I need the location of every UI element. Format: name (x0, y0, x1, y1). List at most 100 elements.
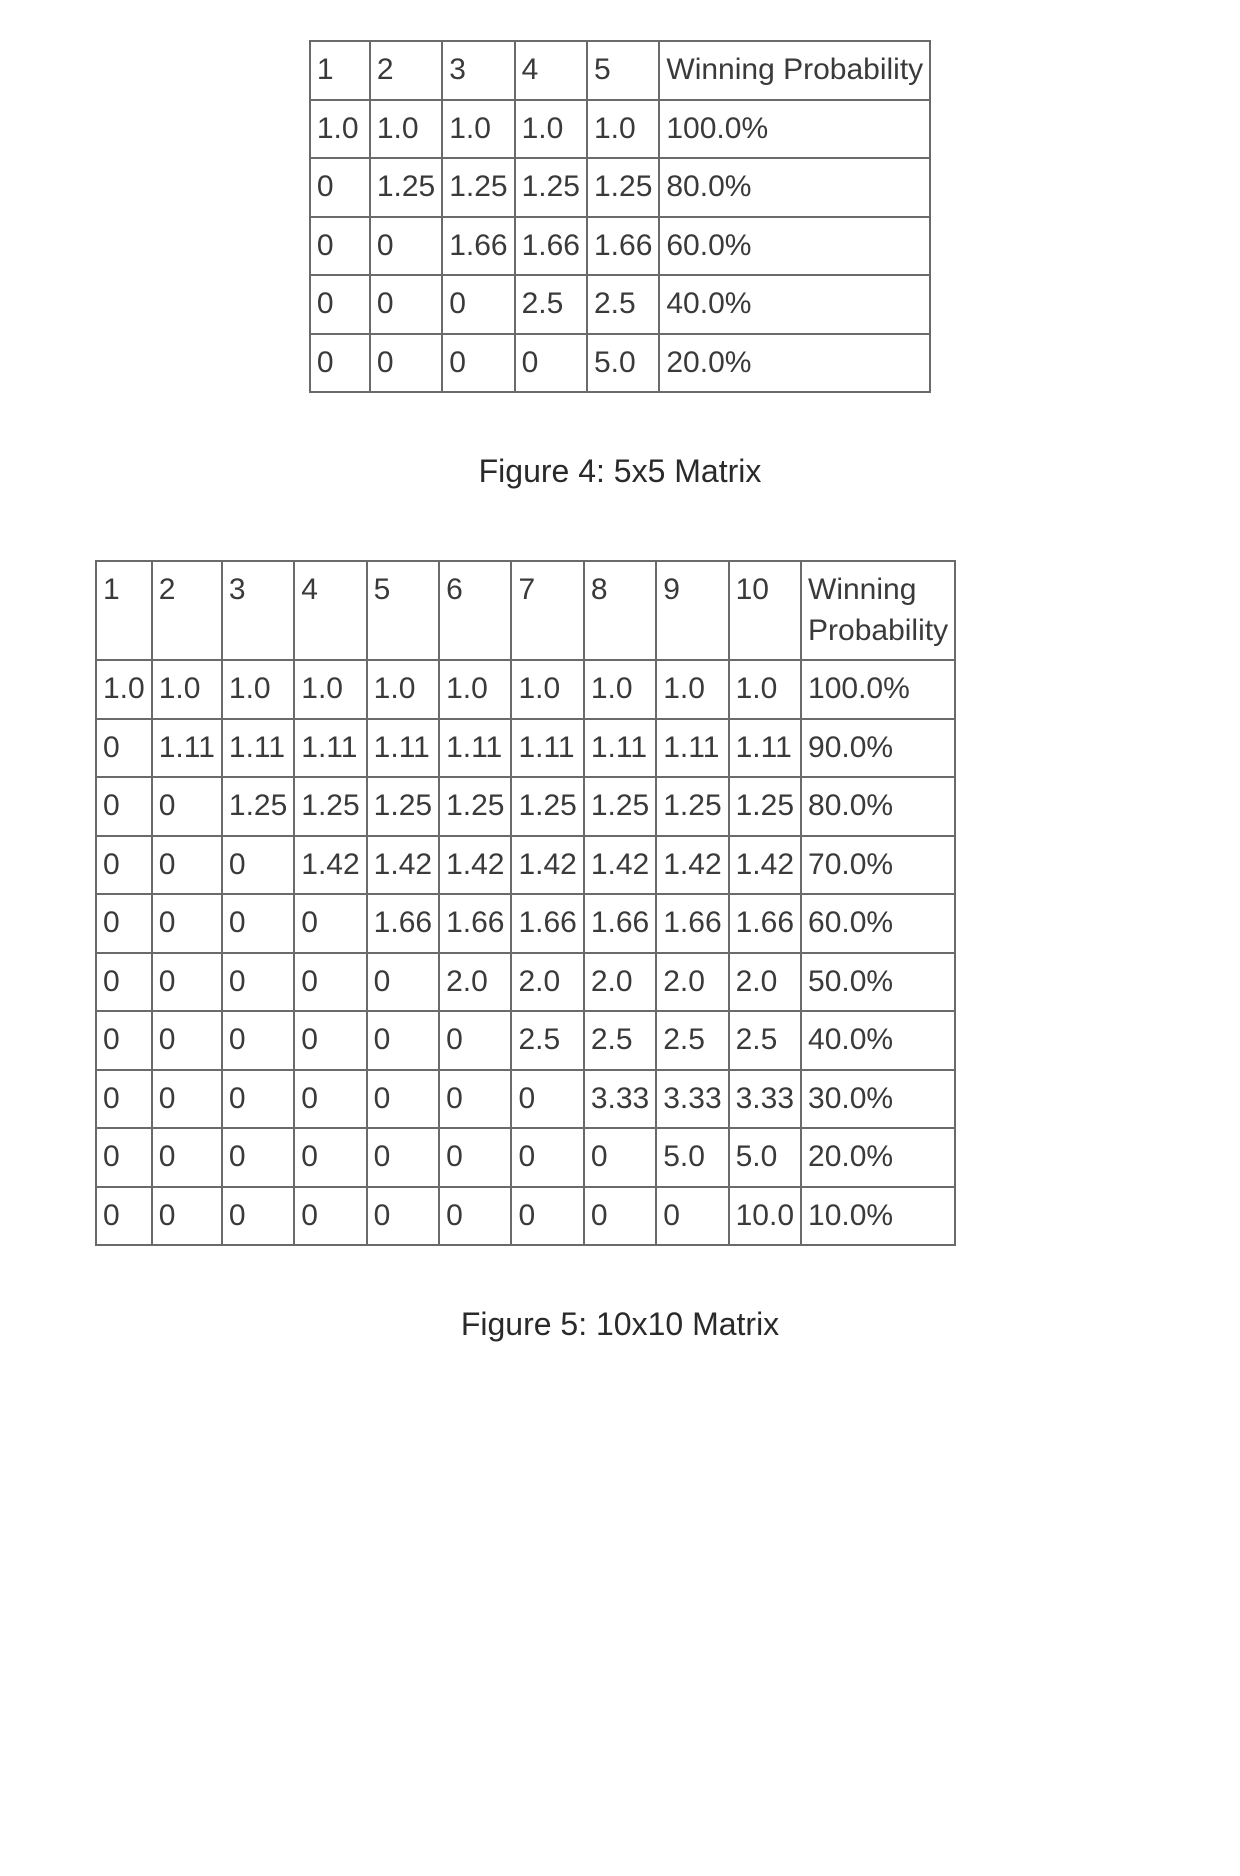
cell: 2.5 (584, 1011, 656, 1070)
cell: 2.5 (587, 275, 659, 334)
cell: 0 (222, 1011, 294, 1070)
cell: 1.42 (439, 836, 511, 895)
figure5-table: 1 2 3 4 5 6 7 8 9 10 WinningProbability … (95, 560, 956, 1246)
cell: 0 (222, 1070, 294, 1129)
col-header: 5 (587, 41, 659, 100)
col-header: 5 (367, 561, 439, 660)
cell: 1.0 (656, 660, 728, 719)
table-row: 0 0 0 1.42 1.42 1.42 1.42 1.42 1.42 1.42… (96, 836, 955, 895)
cell: 1.0 (515, 100, 587, 159)
cell: 1.11 (656, 719, 728, 778)
cell: 0 (152, 1128, 222, 1187)
cell: 2.0 (511, 953, 583, 1012)
cell: 1.25 (729, 777, 801, 836)
cell: 0 (439, 1011, 511, 1070)
cell: 0 (367, 1187, 439, 1246)
cell: 70.0% (801, 836, 955, 895)
col-header: 9 (656, 561, 728, 660)
col-header: 1 (96, 561, 152, 660)
cell: 1.66 (515, 217, 587, 276)
cell: 0 (96, 777, 152, 836)
table-row: 0 1.25 1.25 1.25 1.25 80.0% (310, 158, 930, 217)
cell: 1.0 (442, 100, 514, 159)
cell: 1.0 (511, 660, 583, 719)
cell: 10.0 (729, 1187, 801, 1246)
cell: 3.33 (656, 1070, 728, 1129)
table-row: 0 0 0 0 0 2.0 2.0 2.0 2.0 2.0 50.0% (96, 953, 955, 1012)
cell: 3.33 (729, 1070, 801, 1129)
figure4-table: 1 2 3 4 5 Winning Probability 1.0 1.0 1.… (309, 40, 931, 393)
cell: 0 (152, 1011, 222, 1070)
cell: 0 (222, 1187, 294, 1246)
figure5-caption: Figure 5: 10x10 Matrix (40, 1306, 1200, 1343)
cell: 0 (367, 1128, 439, 1187)
cell: 1.25 (294, 777, 366, 836)
cell: 0 (442, 275, 514, 334)
col-header: 2 (152, 561, 222, 660)
cell: 0 (584, 1187, 656, 1246)
cell: 0 (584, 1128, 656, 1187)
table-row: 0 0 1.66 1.66 1.66 60.0% (310, 217, 930, 276)
cell: 0 (152, 1070, 222, 1129)
col-header: 8 (584, 561, 656, 660)
cell: 1.25 (587, 158, 659, 217)
table-row: 1.0 1.0 1.0 1.0 1.0 100.0% (310, 100, 930, 159)
cell: 0 (96, 719, 152, 778)
cell: 1.11 (294, 719, 366, 778)
cell: 0 (96, 953, 152, 1012)
cell: 3.33 (584, 1070, 656, 1129)
cell: 1.11 (511, 719, 583, 778)
cell: 0 (152, 836, 222, 895)
cell: 0 (310, 334, 370, 393)
cell: 1.42 (656, 836, 728, 895)
table-row: 0 0 0 2.5 2.5 40.0% (310, 275, 930, 334)
col-header-line2: Probability (808, 614, 948, 647)
cell: 1.11 (152, 719, 222, 778)
cell: 2.5 (515, 275, 587, 334)
cell: 0 (367, 1070, 439, 1129)
table-row: 0 0 0 0 5.0 20.0% (310, 334, 930, 393)
cell: 0 (367, 1011, 439, 1070)
cell: 0 (96, 1187, 152, 1246)
cell: 60.0% (801, 894, 955, 953)
cell: 1.0 (310, 100, 370, 159)
col-header: 1 (310, 41, 370, 100)
cell: 1.25 (584, 777, 656, 836)
col-header: 3 (442, 41, 514, 100)
cell: 1.0 (152, 660, 222, 719)
figure4-table-wrap: 1 2 3 4 5 Winning Probability 1.0 1.0 1.… (40, 40, 1200, 393)
cell: 1.66 (729, 894, 801, 953)
cell: 0 (370, 217, 442, 276)
cell: 1.66 (442, 217, 514, 276)
cell: 0 (152, 777, 222, 836)
cell: 0 (511, 1187, 583, 1246)
cell: 0 (439, 1070, 511, 1129)
col-header: 6 (439, 561, 511, 660)
cell: 0 (96, 1011, 152, 1070)
cell: 50.0% (801, 953, 955, 1012)
cell: 1.25 (439, 777, 511, 836)
cell: 0 (222, 1128, 294, 1187)
col-header: 4 (294, 561, 366, 660)
cell: 80.0% (801, 777, 955, 836)
cell: 1.25 (511, 777, 583, 836)
cell: 1.42 (511, 836, 583, 895)
cell: 1.25 (515, 158, 587, 217)
cell: 0 (294, 1187, 366, 1246)
cell: 0 (439, 1128, 511, 1187)
cell: 1.66 (367, 894, 439, 953)
cell: 1.11 (439, 719, 511, 778)
cell: 40.0% (801, 1011, 955, 1070)
col-header-line1: Winning (808, 573, 916, 606)
cell: 0 (222, 953, 294, 1012)
cell: 0 (96, 836, 152, 895)
cell: 0 (222, 836, 294, 895)
cell: 0 (152, 1187, 222, 1246)
cell: 2.5 (511, 1011, 583, 1070)
cell: 20.0% (659, 334, 930, 393)
cell: 100.0% (659, 100, 930, 159)
table-row: 0 1.11 1.11 1.11 1.11 1.11 1.11 1.11 1.1… (96, 719, 955, 778)
cell: 0 (294, 953, 366, 1012)
cell: 1.66 (584, 894, 656, 953)
cell: 5.0 (656, 1128, 728, 1187)
